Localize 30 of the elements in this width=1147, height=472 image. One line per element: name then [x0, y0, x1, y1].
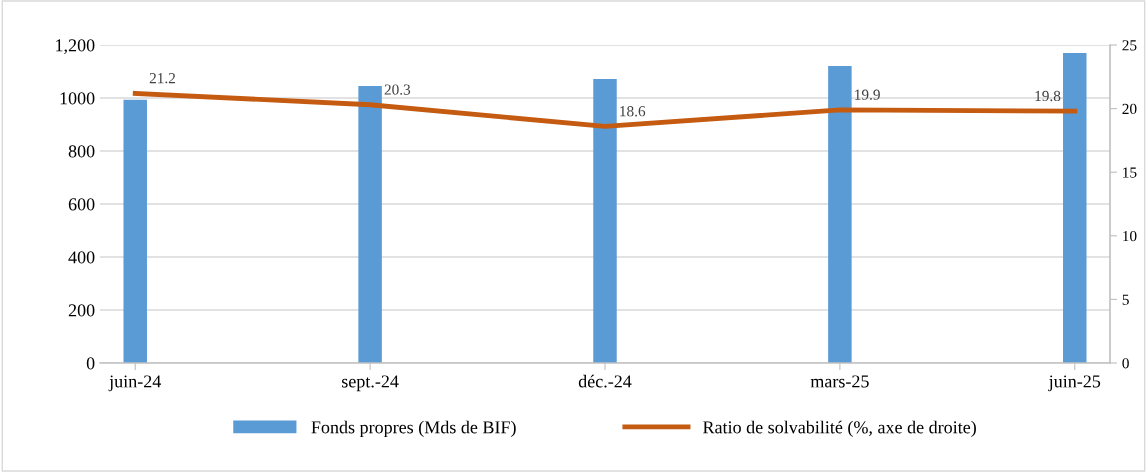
y-tick-label: 600 — [68, 198, 95, 211]
y2-tick-label: 15 — [1123, 167, 1137, 178]
y-tick-label: 0 — [86, 357, 95, 370]
y2-tick-label: 5 — [1122, 294, 1129, 305]
bar — [828, 65, 852, 363]
legend-label: Fonds propres (Mds de BIF) — [311, 420, 516, 438]
y2-tick-label: 20 — [1122, 103, 1137, 115]
bar — [123, 99, 147, 363]
x-tick-label: juin-25 — [1048, 375, 1101, 392]
bar — [593, 78, 617, 363]
x-tick-label: sept.-24 — [342, 375, 399, 392]
legend-label: Ratio de solvabilité (%, axe de droite) — [703, 420, 976, 438]
x-tick-label: déc.-24 — [578, 374, 632, 388]
data-label: 20.3 — [384, 84, 411, 95]
y-tick-label: 1000 — [60, 92, 95, 105]
y2-tick-label: 10 — [1123, 230, 1137, 242]
data-label: 18.6 — [620, 106, 646, 117]
x-tick-label: juin-24 — [108, 375, 162, 392]
y-tick-label: 800 — [68, 145, 95, 158]
data-label: 19.8 — [1035, 90, 1061, 102]
bar — [1063, 52, 1087, 363]
data-label: 21.2 — [149, 73, 176, 84]
y-tick-label: 400 — [68, 251, 95, 264]
y-tick-label: 1,200 — [56, 39, 95, 55]
y-tick-label: 200 — [68, 304, 95, 317]
y2-tick-label: 0 — [1122, 358, 1129, 369]
bar — [358, 86, 382, 363]
x-tick-label: mars-25 — [810, 375, 869, 388]
y2-tick-label: 25 — [1122, 40, 1137, 51]
data-label: 19.9 — [855, 89, 880, 100]
